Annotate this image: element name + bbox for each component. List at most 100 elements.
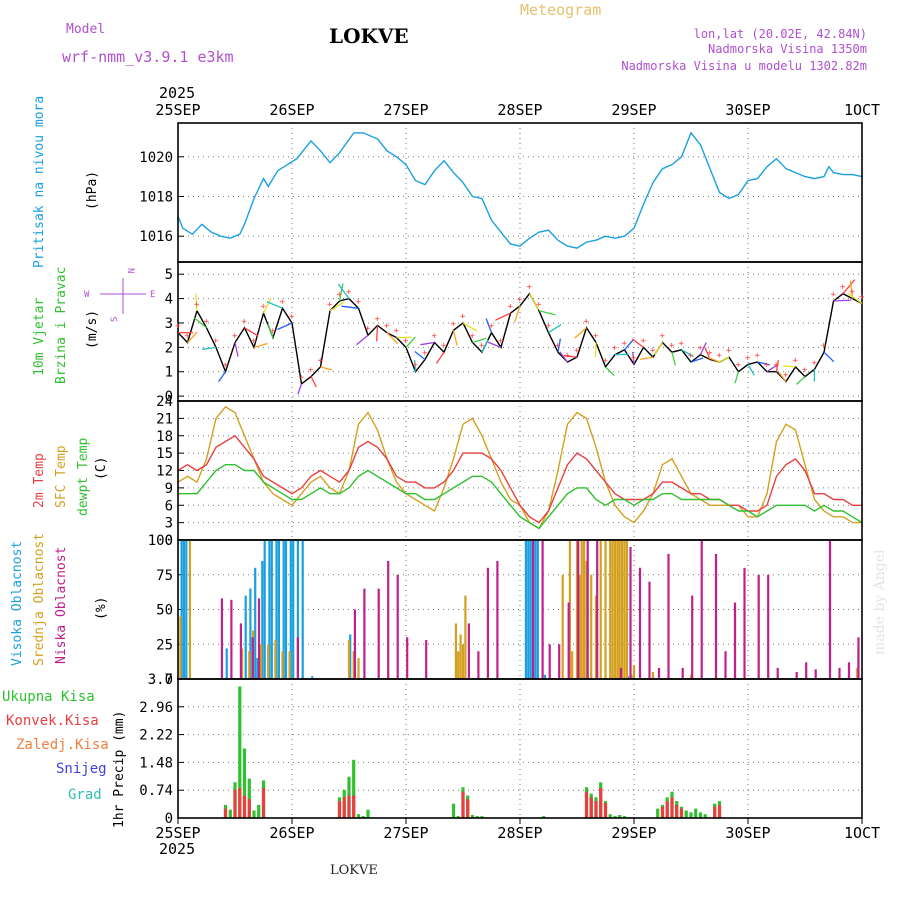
bottom-date-label: 25SEP [155, 824, 200, 842]
precip-bar-konvek-kisa [660, 806, 665, 818]
wind-vector [624, 338, 635, 351]
wind-vector [734, 371, 740, 384]
precip-bar-ukupna-kisa [451, 803, 456, 818]
top-date-label: 29SEP [611, 101, 656, 119]
wind-vector [631, 338, 644, 348]
wind-vector [639, 356, 654, 361]
precip-bar-ukupna-kisa [242, 748, 247, 818]
wind-vector [690, 357, 704, 363]
wind-gust-marker: + [489, 322, 495, 332]
precip-title-snow: Snijeg [56, 761, 107, 777]
model-elevation-label: Nadmorska Visina u modelu 1302.82m [621, 59, 867, 73]
top-date-label: 27SEP [383, 101, 428, 119]
precip-bar-konvek-kisa [233, 789, 237, 818]
clouds-bar-niska-oblacnost [467, 623, 470, 679]
wind-gust-marker: + [413, 361, 419, 371]
wind-gust-marker: + [802, 366, 808, 376]
wind-vector [413, 359, 417, 372]
top-date-label: 30SEP [725, 101, 770, 119]
wind-vector [795, 376, 806, 385]
wind-gust-marker: + [441, 341, 447, 351]
clouds-bar-srednja-oblacnost [188, 540, 191, 679]
wind-vector [414, 350, 426, 361]
clouds-bar-srednja-oblacnost [594, 595, 598, 679]
clouds-bar-niska-oblacnost [648, 581, 651, 679]
clouds-bar-srednja-oblacnost [454, 623, 457, 679]
pressure-line-mslp [177, 131, 863, 249]
precip-bar-ukupna-kisa [703, 814, 707, 818]
bottom-date-axis: 25SEP 26SEP 27SEP 28SEP 29SEP 30SEP 1OCT [155, 818, 880, 842]
wind-gust-marker: + [736, 361, 742, 371]
wind-ytick-label: 4 [165, 292, 173, 308]
wind-vector [266, 301, 283, 309]
clouds-bar-visoka-oblacnost [282, 540, 285, 679]
clouds-bar-niska-oblacnost [857, 637, 860, 679]
wind-gust-marker: + [793, 356, 799, 366]
precip-ytick-label: 0 [165, 811, 173, 827]
precip-bar-ukupna-kisa [608, 814, 612, 818]
precip-bar-konvek-kisa [466, 799, 470, 818]
precip-bar-ukupna-kisa [470, 815, 475, 818]
wind-vector [341, 305, 359, 309]
clouds-bar-srednja-oblacnost [274, 640, 277, 679]
wind-vector [376, 325, 379, 342]
wind-gust-marker: + [327, 300, 333, 310]
clouds-bar-niska-oblacnost [776, 667, 779, 679]
clouds-bar-visoka-oblacnost [349, 634, 352, 679]
precip-title-frz: Zaledj.Kisa [16, 737, 109, 753]
wind-vector [778, 372, 787, 382]
bottom-date-label: 30SEP [725, 824, 770, 842]
compass-north: N [125, 268, 135, 273]
precip-bar-ukupna-kisa [247, 778, 251, 818]
wind-gust-marker: + [707, 349, 713, 359]
precip-panel: 0 0.74 1.48 2.22 2.96 3.7 [139, 672, 863, 827]
temperature-line-2m-temp [177, 434, 862, 524]
wind-gust-marker: + [384, 322, 390, 332]
wind-vector [253, 342, 268, 349]
precip-bar-ukupna-kisa [689, 812, 693, 818]
precip-bar-konvek-kisa [342, 797, 346, 818]
clouds-bar-niska-oblacnost [251, 637, 254, 679]
wind-gust-marker: + [536, 300, 542, 310]
wind-gust-marker: + [831, 290, 837, 300]
precip-bar-konvek-kisa [461, 791, 465, 818]
wind-title-2: Brzina i Pravac [54, 267, 69, 384]
temperature-ytick-label: 18 [156, 429, 173, 445]
clouds-bar-srednja-oblacnost [561, 574, 564, 680]
wind-gust-marker: + [422, 349, 428, 359]
wind-vector [538, 310, 556, 316]
wind-gust-marker: + [251, 336, 257, 346]
precip-bar-ukupna-kisa [456, 816, 460, 818]
temp-title-2m: 2m Temp [32, 453, 47, 508]
clouds-ytick-label: 100 [148, 533, 173, 549]
wind-gust-marker: + [356, 297, 362, 307]
wind-gust-marker: + [242, 317, 248, 327]
clouds-bar-niska-oblacnost [767, 574, 770, 680]
clouds-ytick-label: 50 [156, 603, 173, 619]
bottom-date-label: 26SEP [269, 824, 314, 842]
precip-bar-ukupna-kisa [618, 815, 622, 818]
precip-bar-konvek-kisa [589, 797, 593, 818]
wind-gust-marker: + [403, 336, 409, 346]
wind-vector [833, 299, 852, 302]
precip-bar-ukupna-kisa [252, 810, 256, 818]
wind-gust-marker: + [346, 288, 352, 298]
wind-vector [481, 339, 489, 353]
wind-vector [775, 359, 780, 372]
clouds-bar-niska-oblacnost [657, 667, 661, 679]
precip-bar-ukupna-kisa [228, 809, 232, 818]
cloud-ylabel: (%) [94, 597, 109, 620]
wind-vector [320, 366, 333, 371]
wind-gust-marker: + [631, 353, 637, 363]
temperature-ytick-label: 21 [156, 411, 173, 427]
precip-ytick-label: 3.7 [148, 672, 173, 688]
clouds-bar-niska-oblacnost [353, 609, 356, 679]
wind-gust-marker: + [204, 317, 210, 327]
clouds-bar-niska-oblacnost [596, 540, 599, 679]
wind-gust-marker: + [840, 283, 846, 293]
clouds-bar-niska-oblacnost [548, 644, 551, 680]
precip-bar-ukupna-kisa [356, 814, 361, 818]
wind-gust-marker: + [365, 324, 371, 334]
year-bottom: 2025 [159, 840, 195, 858]
wind-vector [386, 332, 399, 345]
